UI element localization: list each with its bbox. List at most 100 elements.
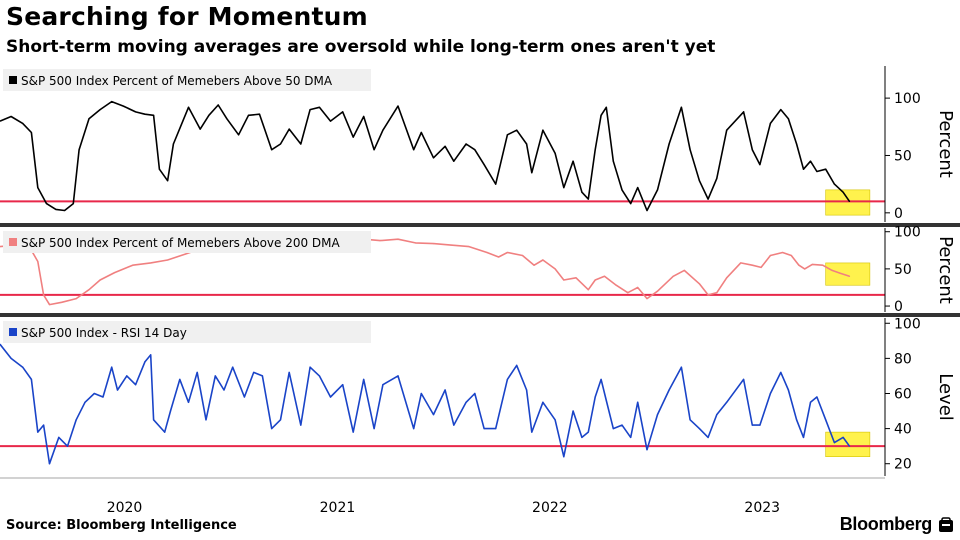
legend-box xyxy=(3,321,371,343)
legend-label: S&P 500 Index Percent of Memebers Above … xyxy=(21,74,333,88)
series-line xyxy=(0,343,851,465)
data-point xyxy=(288,128,290,130)
data-point xyxy=(839,272,841,274)
data-point xyxy=(531,172,533,174)
data-point xyxy=(495,183,497,185)
data-point xyxy=(420,392,422,395)
data-point xyxy=(743,111,745,113)
data-point xyxy=(88,118,90,120)
data-point xyxy=(379,240,381,242)
x-tick-label: 2022 xyxy=(532,500,568,516)
data-point xyxy=(740,262,742,264)
data-point xyxy=(72,203,74,205)
y-axis-label: Percent xyxy=(935,110,956,178)
data-point xyxy=(172,143,174,145)
data-point xyxy=(516,364,518,366)
data-point xyxy=(468,245,470,248)
data-point xyxy=(743,378,745,381)
data-point xyxy=(48,303,51,306)
data-point xyxy=(474,149,476,151)
data-point xyxy=(637,401,639,403)
data-point xyxy=(318,375,321,377)
data-point xyxy=(542,259,544,261)
data-point xyxy=(271,149,273,151)
data-point xyxy=(656,189,659,191)
data-point xyxy=(848,445,851,447)
data-point xyxy=(495,428,497,430)
y-tick-label: 60 xyxy=(894,386,912,402)
data-point xyxy=(43,424,45,426)
legend-box xyxy=(3,69,371,91)
data-point xyxy=(37,186,39,189)
data-point xyxy=(587,289,589,291)
panel-3: 20 40 60 80 100 Level S&P 500 Index - RSI 14 D… xyxy=(0,316,956,476)
data-point xyxy=(465,401,467,403)
data-point xyxy=(825,168,827,170)
y-tick-label: 0 xyxy=(894,206,903,222)
chart-title: Searching for Momentum xyxy=(6,2,368,31)
data-point xyxy=(63,209,66,212)
data-point xyxy=(769,254,771,257)
data-point xyxy=(153,114,155,116)
data-point xyxy=(726,401,728,403)
data-point xyxy=(75,419,77,421)
data-point xyxy=(680,106,682,108)
x-tick-label: 2021 xyxy=(320,500,356,516)
data-point xyxy=(809,160,812,162)
data-point xyxy=(646,298,648,300)
data-point xyxy=(144,113,146,115)
data-point xyxy=(309,366,311,368)
data-point xyxy=(450,244,452,246)
data-point xyxy=(483,428,485,430)
data-point xyxy=(111,100,113,103)
data-point xyxy=(122,105,124,107)
data-point xyxy=(822,264,824,266)
data-point xyxy=(646,449,648,451)
panel-2: 0 50 100 Percent S&P 500 Index Percent of Me… xyxy=(0,225,960,317)
data-point xyxy=(587,198,589,200)
data-point xyxy=(542,401,544,403)
data-point xyxy=(802,436,805,438)
data-point xyxy=(45,203,48,205)
data-point xyxy=(43,294,45,296)
data-point xyxy=(253,371,255,374)
data-point xyxy=(506,134,508,136)
data-point xyxy=(114,272,116,274)
data-point xyxy=(563,279,565,281)
data-point xyxy=(185,253,187,255)
data-point xyxy=(672,275,674,277)
data-point xyxy=(93,392,95,395)
data-point xyxy=(453,424,455,426)
y-tick-label: 100 xyxy=(894,316,921,332)
data-point xyxy=(134,384,137,386)
data-point xyxy=(382,129,384,131)
data-point xyxy=(698,180,700,182)
data-point xyxy=(217,104,219,106)
data-point xyxy=(66,445,69,447)
y-tick-label: 100 xyxy=(894,225,921,241)
data-point xyxy=(637,186,639,189)
data-point xyxy=(214,375,216,377)
data-point xyxy=(637,286,639,289)
data-point xyxy=(831,269,833,271)
data-point xyxy=(531,431,533,433)
data-point xyxy=(572,160,574,162)
data-point xyxy=(795,143,798,145)
data-point xyxy=(397,105,399,107)
data-point xyxy=(656,413,659,416)
data-point xyxy=(533,264,535,266)
panel-separator xyxy=(0,223,960,227)
source-note: Source: Bloomberg Intelligence xyxy=(6,518,237,533)
y-axis-label: Percent xyxy=(935,236,956,304)
data-point xyxy=(414,242,417,244)
data-point xyxy=(759,164,761,166)
data-point xyxy=(432,413,435,416)
data-point xyxy=(668,389,670,391)
data-point xyxy=(483,164,485,166)
data-point xyxy=(680,366,682,368)
data-point xyxy=(432,157,435,159)
data-point xyxy=(698,428,700,430)
data-point xyxy=(630,436,632,438)
data-point xyxy=(0,120,1,122)
